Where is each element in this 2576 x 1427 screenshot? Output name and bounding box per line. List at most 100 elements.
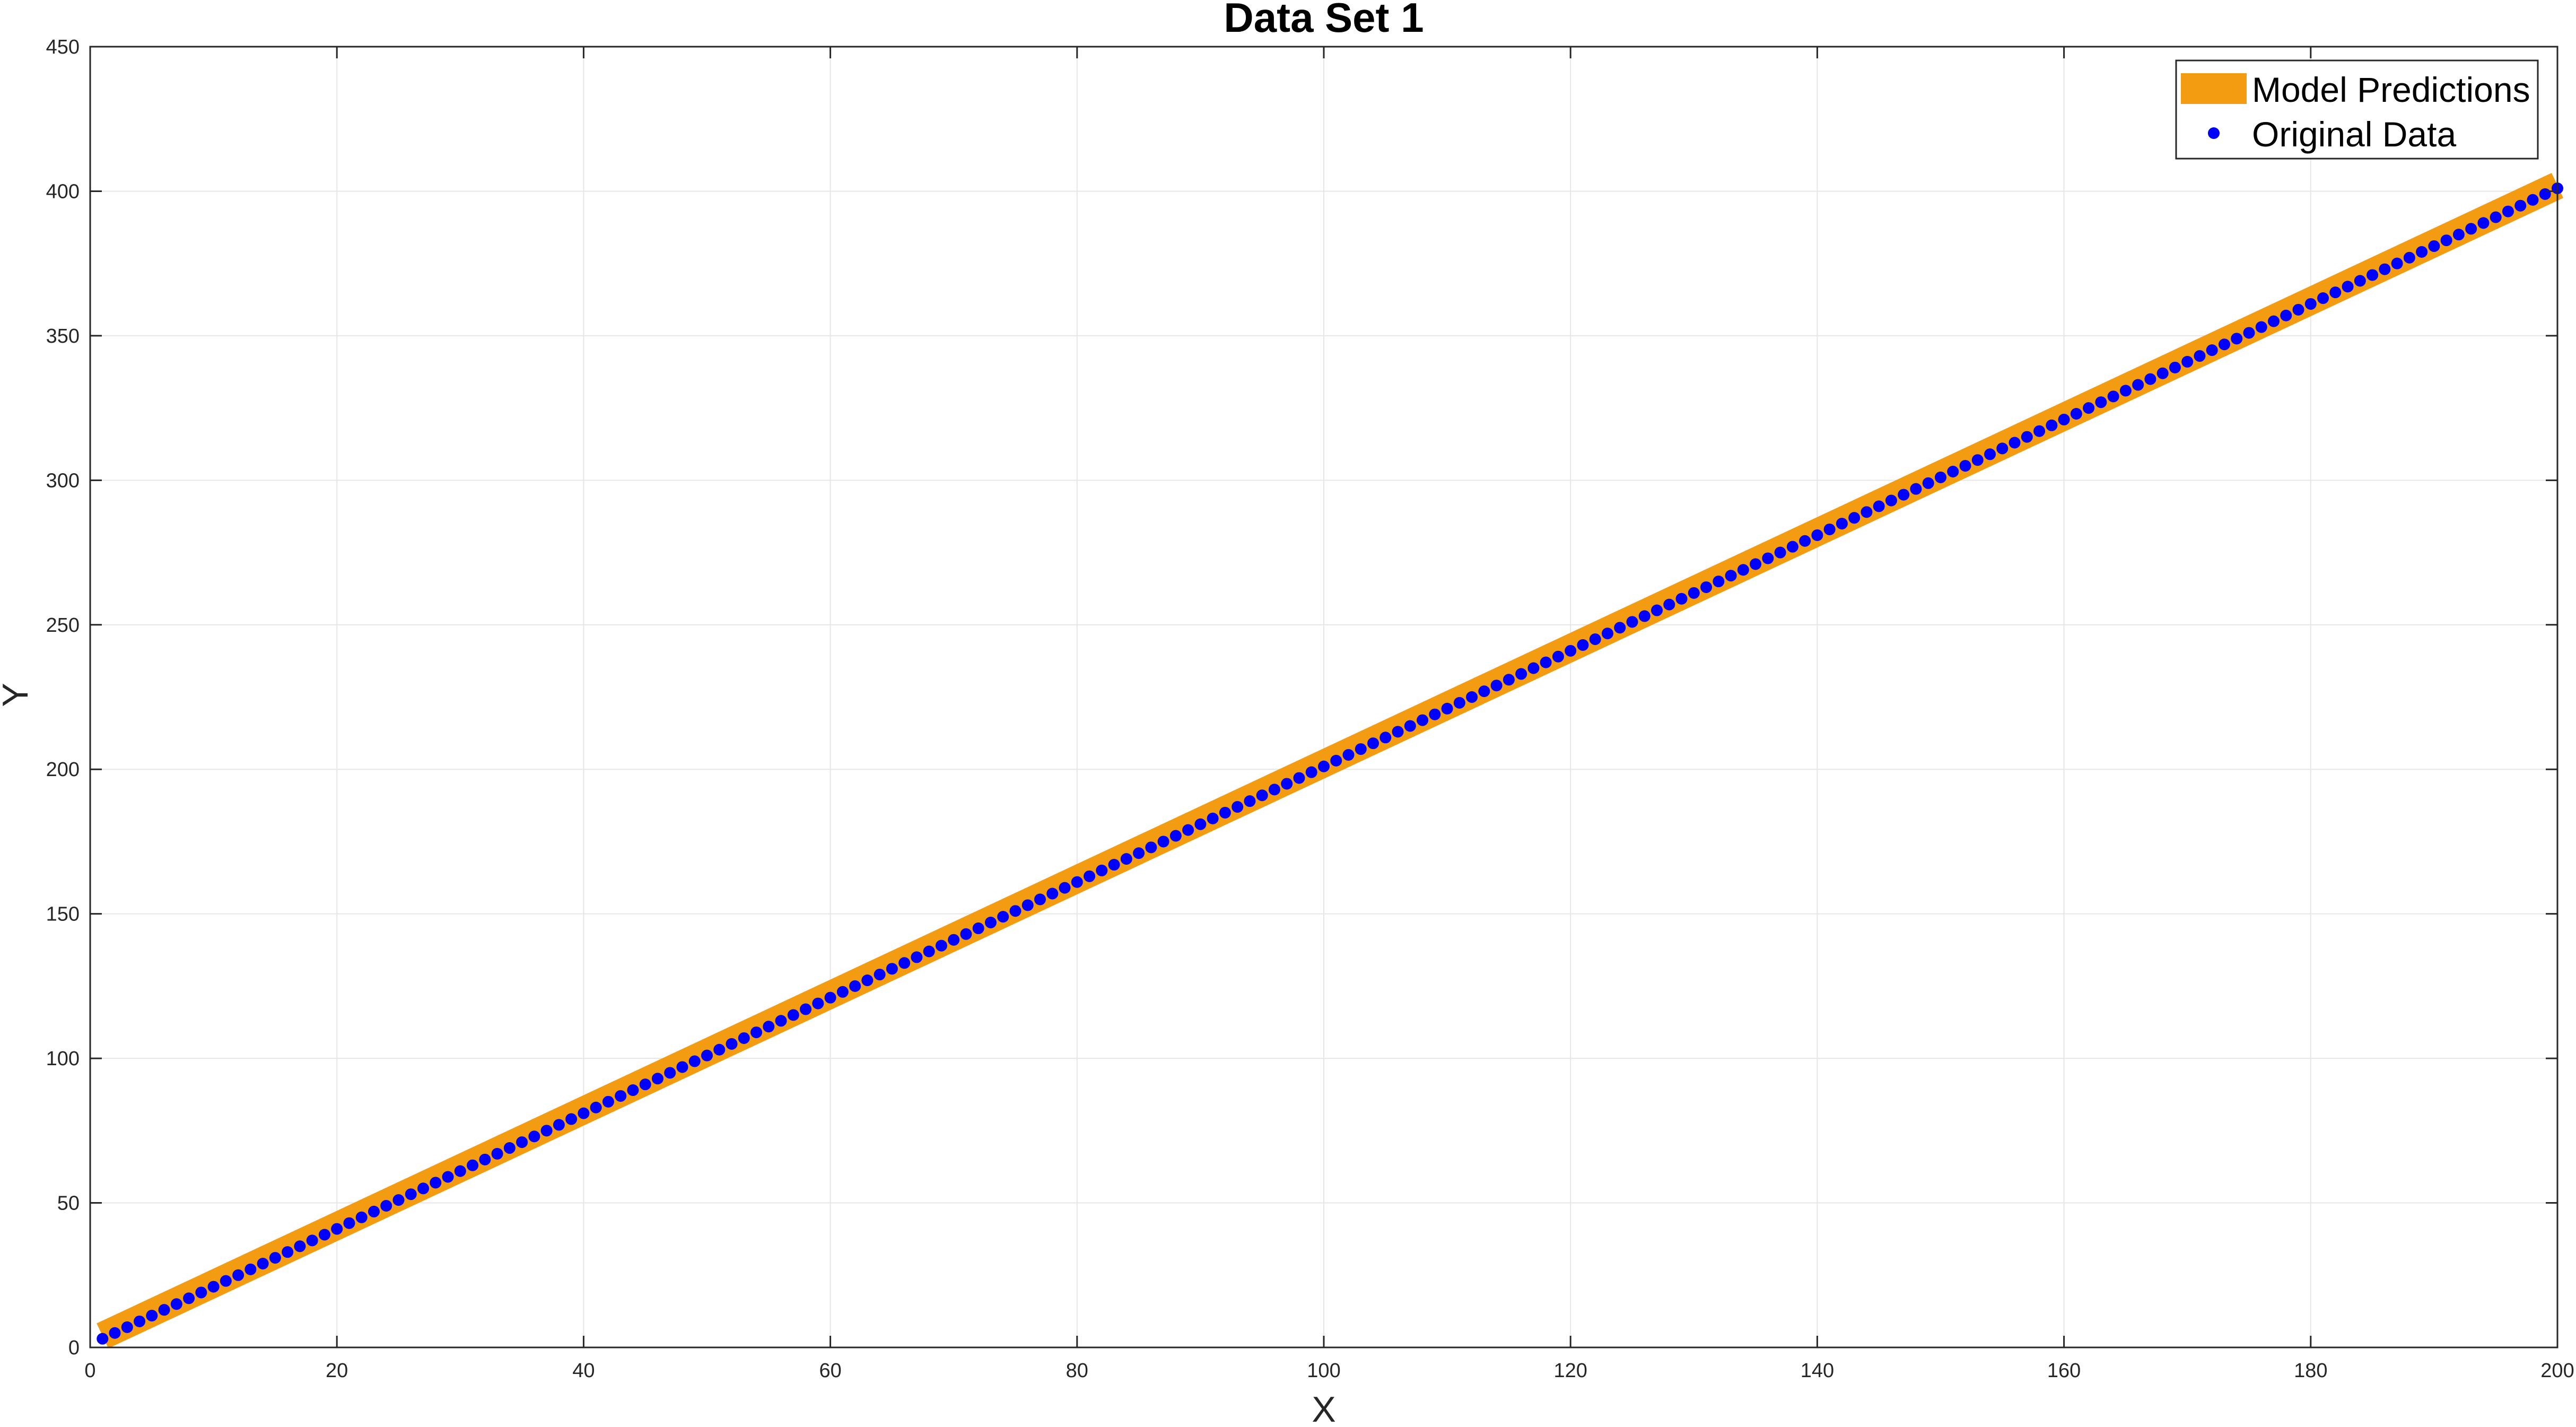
data-point [479,1153,491,1165]
data-point [1133,847,1145,859]
data-point [1256,789,1268,802]
data-point [2095,396,2107,408]
data-point [1429,708,1441,720]
legend: Model Predictions Original Data [2175,59,2539,160]
data-point [615,1090,627,1102]
data-point [1996,442,2009,455]
data-point [787,1009,799,1021]
data-point [97,1333,109,1345]
y-axis-label: Y [0,683,36,707]
axes [89,46,2558,1348]
data-point [1305,766,1317,778]
data-point [2527,194,2539,206]
data-point [1638,610,1651,622]
data-point [1589,633,1601,646]
data-point [442,1171,454,1183]
data-point [1898,489,1910,501]
data-point [1478,685,1490,698]
x-tick-label: 180 [2294,1360,2327,1382]
data-point [1108,859,1120,871]
data-point [2218,338,2230,351]
data-point [207,1281,220,1293]
data-point [1750,558,1762,570]
data-point [2354,275,2366,287]
x-tick-label: 140 [1801,1360,1834,1382]
data-point [972,922,984,934]
data-point [1713,576,1725,588]
data-point [2083,402,2095,414]
data-point [146,1310,158,1322]
data-point [2416,246,2428,258]
data-point [2477,217,2490,229]
data-point [2144,373,2156,385]
legend-swatch-original-data [2208,127,2220,139]
data-point [2342,281,2354,293]
data-point [565,1113,578,1125]
data-point [713,1043,726,1056]
data-point [886,963,898,975]
data-point [738,1032,750,1044]
data-point [1404,720,1416,732]
data-point [158,1304,170,1316]
data-point [1071,876,1083,888]
x-axis-label: X [1312,1389,1335,1427]
data-point [2428,240,2440,252]
y-tick-label: 50 [57,1193,80,1215]
data-point [2329,286,2342,299]
data-point [960,928,972,940]
data-point [1762,552,1774,564]
data-point [651,1073,663,1085]
data-point [1565,645,1577,657]
data-point [2169,361,2181,373]
y-tick-label: 450 [46,36,80,58]
data-point [812,997,824,1010]
data-point [467,1159,479,1171]
data-point [1466,691,1478,703]
data-point [2107,390,2119,403]
data-point [1799,535,1811,547]
data-point [1786,541,1798,553]
data-point [1059,882,1071,894]
data-point [701,1049,713,1061]
y-tick-label: 350 [46,325,80,347]
data-point [2046,419,2058,431]
data-point [639,1078,651,1091]
data-point [2033,425,2046,437]
data-point [553,1119,565,1131]
data-point [874,969,886,981]
data-point [750,1026,763,1039]
data-point [1145,841,1157,854]
data-point [836,986,849,998]
data-point [1219,806,1231,819]
data-point [1281,778,1293,790]
data-point [1120,853,1132,865]
data-point [2367,269,2379,281]
data-point [2280,309,2292,321]
data-point [688,1055,701,1067]
data-point [269,1252,281,1264]
data-point [1355,743,1367,755]
data-point [1034,893,1046,906]
data-point [306,1234,318,1247]
data-point [318,1229,330,1241]
data-point [1293,772,1305,784]
data-point [923,945,935,958]
data-point [294,1240,306,1252]
data-point [343,1217,355,1229]
x-tick-label: 120 [1553,1360,1587,1382]
x-tick-label: 20 [326,1360,348,1382]
data-point [392,1194,405,1206]
data-point [121,1321,133,1333]
data-point [1268,784,1280,796]
data-point [1096,864,1108,876]
data-point [2268,315,2280,327]
data-point [2539,188,2551,200]
data-point [1935,471,1946,483]
data-point [1984,448,1996,460]
data-point [1021,899,1034,911]
chart-title: Data Set 1 [1224,0,1424,41]
y-tick-label: 100 [46,1048,80,1070]
data-point [935,939,947,952]
